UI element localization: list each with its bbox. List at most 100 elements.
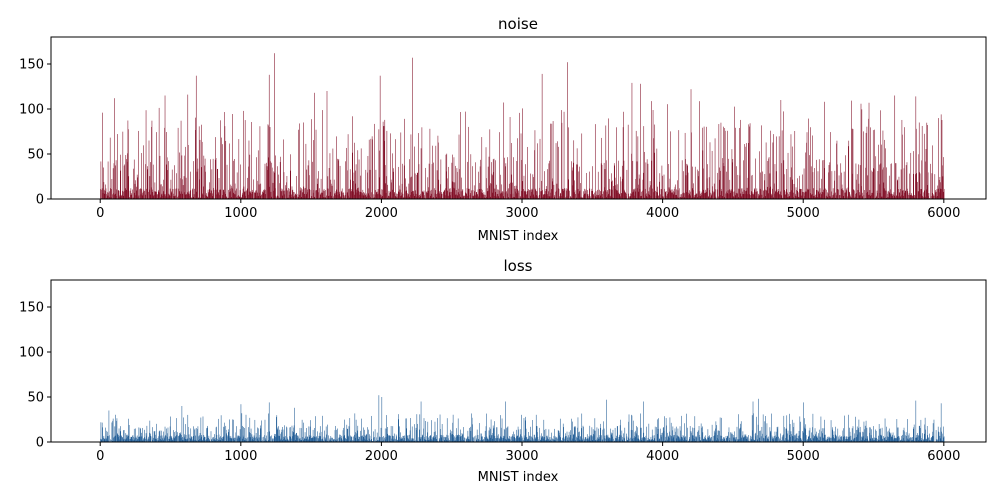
loss-bar: [900, 439, 902, 442]
loss-bar: [745, 435, 746, 442]
loss-bar: [169, 426, 171, 442]
noise-bar: [200, 197, 202, 199]
noise-bar: [173, 193, 174, 199]
loss-bar: [333, 439, 335, 442]
noise-bar: [905, 165, 907, 199]
loss-bar: [285, 439, 287, 442]
noise-bar: [134, 183, 136, 199]
noise-bar: [132, 197, 134, 199]
loss-bar: [547, 439, 549, 442]
noise-bar: [729, 179, 731, 199]
noise-bar: [749, 123, 751, 199]
noise-bar: [299, 190, 301, 199]
loss-bar: [400, 432, 401, 442]
loss-bar: [593, 435, 595, 442]
noise-bar: [507, 189, 509, 199]
noise-bar: [669, 178, 671, 199]
loss-bar: [939, 435, 941, 442]
noise-bar: [937, 188, 939, 199]
noise-bar: [480, 159, 481, 199]
loss-bar: [272, 438, 273, 442]
noise-bar: [447, 190, 448, 199]
noise-bar: [385, 183, 386, 199]
loss-bar: [501, 418, 503, 442]
loss-bar: [367, 427, 368, 442]
noise-bar: [313, 190, 315, 199]
noise-bar: [747, 177, 749, 199]
noise-bar: [576, 148, 578, 199]
noise-bar: [736, 192, 738, 199]
noise-bar: [193, 196, 194, 199]
noise-bar: [867, 175, 869, 199]
loss-bar: [636, 434, 638, 442]
loss-bar: [546, 439, 547, 442]
loss-bar: [652, 438, 653, 442]
noise-bar: [681, 160, 683, 199]
noise-bar: [663, 174, 665, 199]
loss-bar: [475, 435, 477, 442]
loss-bar: [926, 426, 928, 442]
loss-bar: [311, 438, 313, 442]
noise-bar: [667, 164, 669, 199]
loss-bar: [890, 434, 891, 442]
loss-bar: [381, 397, 383, 442]
noise-bar: [737, 188, 739, 199]
loss-bar: [289, 436, 290, 442]
loss-bar: [260, 440, 262, 442]
loss-bar: [346, 424, 348, 442]
loss-bar: [805, 424, 807, 442]
noise-bar: [516, 161, 518, 199]
noise-bar: [262, 192, 264, 199]
noise-bar: [298, 196, 300, 199]
loss-bar: [112, 420, 113, 442]
noise-bar: [190, 190, 192, 199]
loss-bar: [151, 436, 153, 442]
loss-bar: [610, 438, 612, 442]
noise-title: noise: [498, 15, 538, 33]
noise-bar: [489, 196, 491, 199]
noise-bar: [843, 190, 844, 199]
noise-bar: [102, 112, 103, 199]
loss-bar: [569, 437, 570, 442]
loss-bar: [631, 415, 633, 442]
noise-bar: [729, 192, 731, 199]
noise-bar: [826, 189, 827, 199]
noise-bar: [270, 191, 272, 199]
noise-bar: [133, 197, 135, 199]
noise-bar: [233, 192, 235, 199]
noise-bar: [573, 192, 575, 199]
noise-bar: [887, 191, 889, 199]
noise-bar: [460, 196, 461, 199]
loss-bar: [918, 440, 919, 442]
noise-bar: [430, 193, 432, 199]
loss-bar: [743, 436, 745, 442]
loss-bar: [135, 428, 136, 442]
noise-bar: [860, 103, 862, 199]
noise-bar: [576, 197, 577, 199]
noise-bar: [909, 195, 911, 199]
noise-bar: [354, 142, 355, 199]
loss-bar: [656, 419, 658, 442]
noise-bar: [612, 180, 613, 199]
noise-bar: [547, 196, 549, 199]
noise-bar: [216, 189, 217, 199]
loss-bar: [668, 435, 669, 442]
noise-bar: [890, 189, 891, 199]
noise-bar: [731, 149, 733, 199]
loss-bar: [778, 436, 780, 442]
loss-bar: [661, 433, 663, 442]
noise-bar: [171, 192, 172, 199]
noise-bar: [623, 111, 624, 199]
noise-bar: [780, 100, 782, 199]
loss-bar: [145, 433, 147, 442]
loss-bar: [678, 437, 680, 442]
loss-bar: [473, 437, 474, 442]
loss-bar: [577, 417, 579, 442]
loss-bar: [898, 436, 899, 442]
loss-bar: [578, 439, 580, 442]
noise-bar: [464, 195, 465, 199]
noise-bar: [580, 183, 581, 199]
loss-bar: [748, 440, 750, 442]
noise-bar: [612, 196, 614, 199]
loss-bar: [630, 429, 632, 442]
